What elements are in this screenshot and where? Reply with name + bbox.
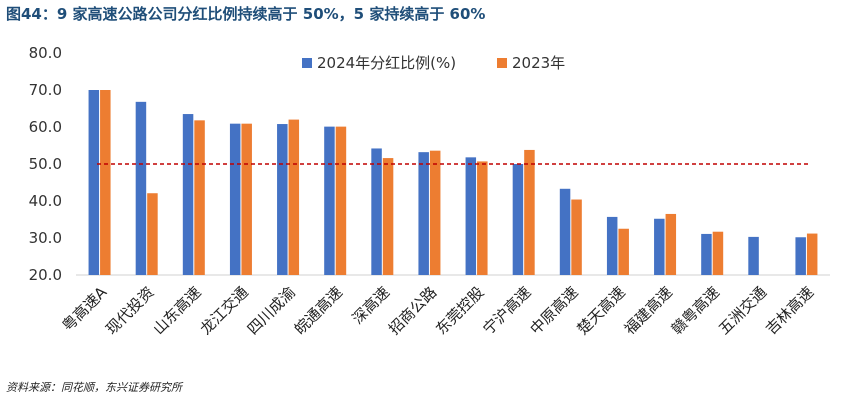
bar-2024 [512,164,524,275]
bar-2024 [701,233,712,275]
category-label: 中原高速 [526,283,581,338]
bar-2023 [147,193,158,275]
bar-2023 [806,233,818,275]
category-label: 东莞控股 [432,283,487,338]
category-label: 五洲交通 [715,283,770,338]
category-label: 龙江交通 [197,283,252,338]
chart-title: 图44：9 家高速公路公司分红比例持续高于 50%，5 家持续高于 60% [6,5,486,23]
legend-label: 2023年 [512,54,565,72]
category-label: 招商公路 [385,283,440,338]
bar-2024 [559,188,571,275]
category-label: 楚天高速 [574,283,629,338]
legend-label: 2024年分红比例(%) [317,54,456,72]
bar-2024 [748,236,759,275]
bar-2024 [182,114,194,275]
bar-2024 [606,216,618,275]
bar-2023 [429,150,441,275]
bar-2023 [665,213,677,275]
bar-2024 [371,148,382,275]
category-label: 现代投资 [102,283,157,338]
category-label: 山东高速 [149,283,204,338]
category-label: 赣粤高速 [668,283,723,338]
category-label: 宁沪高速 [479,283,534,338]
bar-2023 [477,161,488,275]
bar-2023 [382,158,394,275]
bar-2023 [100,90,111,275]
category-label: 四川成渝 [244,283,299,338]
legend-swatch [497,58,507,68]
bar-2024 [418,152,429,275]
y-tick-label: 30.0 [29,229,62,247]
bar-2024 [654,218,665,275]
bar-2024 [277,124,288,275]
bar-2023 [241,123,252,275]
bar-2023 [288,119,300,275]
y-tick-label: 70.0 [29,81,62,99]
category-label: 深高速 [349,283,394,328]
y-tick-label: 20.0 [29,266,62,284]
y-tick-label: 60.0 [29,118,62,136]
category-label: 吉林高速 [762,283,817,338]
category-label: 福建高速 [621,283,676,338]
source-note: 资料来源：同花顺，东兴证券研究所 [6,381,182,394]
y-tick-label: 40.0 [29,192,62,210]
bar-2024 [465,157,477,275]
bar-2024 [229,123,241,275]
category-label: 皖通高速 [291,283,346,338]
bar-2023 [335,126,347,275]
bar-2023 [712,231,724,275]
bar-2023 [194,120,205,275]
bar-2023 [571,199,582,275]
y-tick-label: 80.0 [29,44,62,62]
bar-2024 [324,126,335,275]
bar-2023 [524,149,535,275]
bar-2023 [618,228,629,275]
bar-2024 [795,237,806,275]
bar-2024 [88,90,100,275]
y-tick-label: 50.0 [29,155,62,173]
legend-swatch [302,58,312,68]
bar-2024 [135,101,147,275]
